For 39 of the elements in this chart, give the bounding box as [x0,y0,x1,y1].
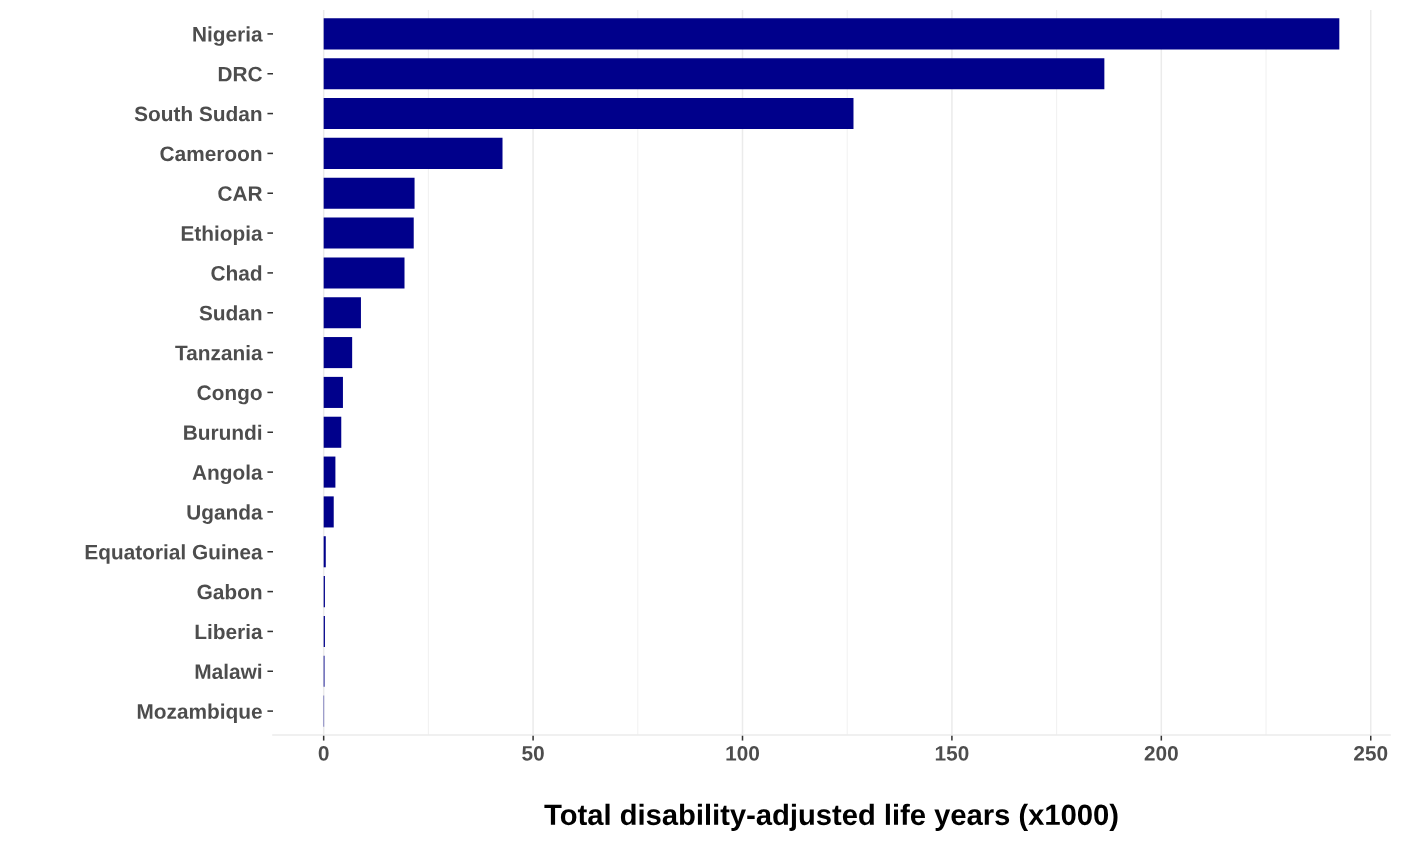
y-tick-label: Burundi [184,424,262,441]
bar [323,257,405,289]
y-tick-label: Tanzania [175,345,263,361]
y-tick-label: Nigeria [193,26,263,46]
bar [323,416,342,448]
y-tick-label: Malawi [195,663,262,680]
bar [323,18,1340,50]
y-tick-label: DRC [218,66,263,82]
y-tick-label: South Sudan [134,106,262,122]
y-tick-label: Chad [211,265,262,281]
y-tick-label: Angola [192,464,263,485]
bar [323,536,326,568]
bar [323,58,1105,90]
y-tick-label: CAR [218,186,263,201]
x-tick-label: 50 [522,745,544,761]
bar [323,137,503,169]
x-tick-label: 200 [1144,745,1178,761]
bar [323,376,343,408]
bar [323,496,334,528]
bar [323,98,854,130]
x-tick-label: 0 [318,745,329,761]
bar [323,177,415,209]
bar [323,337,353,369]
bar [323,456,336,488]
y-tick-label: Liberia [195,623,263,640]
x-tick-label: 150 [935,745,969,761]
y-tick-label: Gabon [197,584,262,600]
y-tick-label: Sudan [199,305,262,321]
y-tick-label: Congo [197,385,262,405]
bar [323,297,361,329]
x-tick-label: 100 [726,745,760,761]
bar [323,217,414,249]
x-axis-title: Total disability-adjusted life years (x1000) [544,803,1118,831]
y-tick-label: Mozambique [137,703,262,723]
x-tick-label: 250 [1354,745,1388,761]
y-tick-label: Ethiopia [181,225,263,245]
y-tick-label: Equatorial Guinea [85,544,263,564]
y-tick-label: Uganda [187,504,263,524]
y-tick-label: Cameroon [160,146,262,162]
